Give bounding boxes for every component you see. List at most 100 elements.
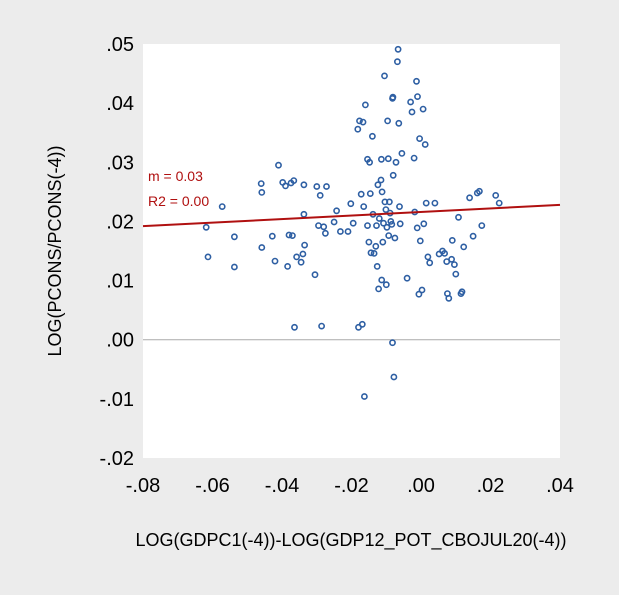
data-point [382, 206, 390, 213]
data-point [372, 242, 380, 250]
data-point [419, 105, 427, 113]
data-point [407, 98, 414, 106]
data-point [365, 238, 373, 246]
x-tick-label: -.02 [334, 475, 368, 497]
data-point [370, 249, 378, 257]
data-point [382, 281, 390, 289]
data-point [392, 158, 400, 166]
data-point [275, 161, 282, 169]
y-tick-label: -.01 [100, 389, 134, 411]
data-point [347, 200, 355, 208]
data-point [361, 101, 369, 109]
data-point [396, 220, 404, 228]
data-point [421, 141, 429, 148]
data-point [344, 228, 352, 235]
data-point [416, 237, 424, 245]
data-point [448, 255, 455, 263]
data-point [424, 253, 432, 261]
data-point [410, 154, 418, 162]
y-tick-label: .05 [106, 34, 134, 56]
y-tick-label: .04 [106, 93, 134, 115]
data-point [360, 393, 368, 400]
data-point [271, 257, 279, 265]
data-point [415, 290, 423, 298]
data-point [320, 223, 328, 231]
data-point [408, 108, 416, 116]
data-point [378, 276, 386, 284]
data-point [288, 232, 296, 239]
data-point [420, 220, 428, 228]
data-point [413, 77, 420, 85]
data-point [492, 191, 500, 199]
data-point [321, 229, 329, 237]
data-point [284, 262, 291, 270]
data-point [359, 118, 367, 126]
annotation-r2: R2 = 0.00 [148, 193, 209, 209]
data-point [282, 182, 289, 190]
data-point [204, 253, 212, 261]
data-point [290, 177, 298, 184]
data-point [398, 149, 406, 157]
x-tick-labels: -.08 -.06 -.04 -.02 .00 .02 .04 [126, 475, 574, 497]
data-point [389, 171, 397, 179]
data-point [390, 373, 398, 381]
data-point [299, 250, 307, 258]
data-point [300, 181, 308, 189]
data-point [333, 207, 340, 215]
y-tick-label: .03 [106, 152, 134, 174]
data-point [414, 93, 421, 100]
data-point [478, 222, 486, 229]
data-point [377, 155, 385, 163]
data-point [218, 203, 226, 210]
fit-line [142, 203, 561, 228]
data-point [230, 263, 238, 271]
data-point [318, 322, 325, 330]
data-point [373, 262, 381, 270]
data-point [357, 190, 365, 198]
data-point [458, 288, 466, 296]
data-point [495, 199, 503, 207]
data-point [358, 320, 366, 328]
data-point [257, 180, 265, 187]
data-point [368, 132, 376, 140]
data-point [311, 271, 319, 279]
data-point [394, 45, 402, 53]
data-point [349, 219, 357, 227]
data-point [418, 286, 426, 294]
data-point [366, 190, 374, 197]
data-point [383, 223, 391, 231]
data-point [293, 253, 300, 261]
data-point [455, 213, 462, 221]
data-point [367, 249, 375, 257]
annotation-slope: m = 0.03 [148, 168, 203, 184]
data-point [403, 274, 411, 282]
data-point [393, 58, 401, 66]
data-point [285, 231, 293, 239]
y-tick-label: .02 [106, 211, 134, 233]
data-point [395, 119, 403, 127]
data-point [258, 188, 266, 196]
data-point [422, 199, 430, 207]
data-point [391, 234, 399, 242]
data-point [375, 285, 382, 293]
data-point [388, 220, 396, 228]
data-point [431, 199, 439, 207]
data-point [268, 232, 276, 240]
x-tick-label: .00 [407, 475, 435, 497]
data-point [441, 249, 448, 257]
data-point [426, 259, 434, 267]
x-tick-label: -.04 [265, 475, 299, 497]
plot-area [143, 44, 560, 458]
y-tick-label: .00 [106, 330, 134, 352]
data-point [291, 323, 298, 331]
data-point [475, 187, 483, 195]
x-tick-label: .02 [477, 475, 505, 497]
data-point [202, 223, 210, 231]
data-point [460, 243, 468, 251]
data-point [413, 224, 421, 232]
data-point [336, 228, 344, 235]
x-tick-label: -.08 [126, 475, 160, 497]
data-point [354, 125, 362, 133]
